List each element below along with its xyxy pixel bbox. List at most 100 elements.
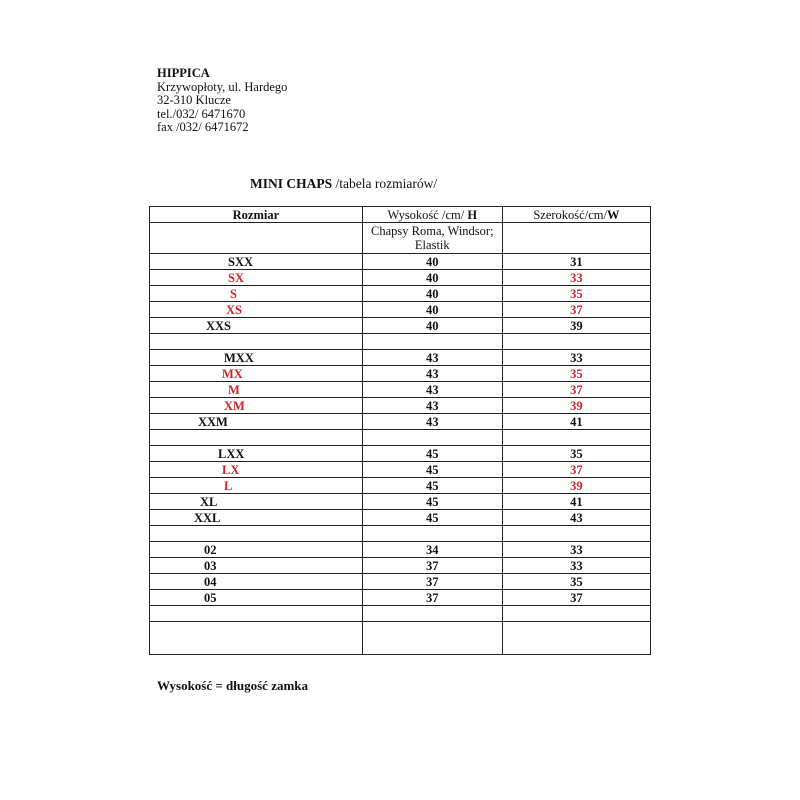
height-cell: 43 xyxy=(361,349,503,366)
table-row: 02 34 33 xyxy=(149,541,652,558)
table-row xyxy=(149,333,652,350)
table-row: XXM 43 41 xyxy=(149,413,652,430)
width-cell: 35 xyxy=(501,573,652,590)
company-address-street: Krzywopłoty, ul. Hardego xyxy=(157,79,288,94)
size-cell: XXS xyxy=(149,317,363,334)
width-cell: 39 xyxy=(501,477,652,494)
size-cell xyxy=(149,525,363,542)
width-cell: 37 xyxy=(501,461,652,478)
size-cell: XM xyxy=(149,397,363,414)
size-cell: M xyxy=(149,381,363,398)
height-cell: 40 xyxy=(361,301,503,318)
size-cell: LXX xyxy=(149,445,363,462)
height-cell xyxy=(361,605,503,622)
size-cell xyxy=(149,621,363,655)
width-cell: 41 xyxy=(501,493,652,510)
table-row: XS 40 37 xyxy=(149,301,652,318)
height-cell: 43 xyxy=(361,381,503,398)
height-cell: 43 xyxy=(361,413,503,430)
size-cell: XL xyxy=(149,493,363,510)
size-cell: MXX xyxy=(149,349,363,366)
company-phone: tel./032/ 6471670 xyxy=(157,106,246,121)
height-cell: 40 xyxy=(361,317,503,334)
company-address-city: 32-310 Klucze xyxy=(157,93,231,107)
table-row xyxy=(149,525,652,542)
width-cell: 33 xyxy=(501,557,652,574)
table-subheader-row: Chapsy Roma, Windsor; Elastik xyxy=(149,222,652,254)
height-cell: 45 xyxy=(361,493,503,510)
width-cell xyxy=(501,525,652,542)
width-cell: 37 xyxy=(501,589,652,606)
height-cell: 45 xyxy=(361,461,503,478)
subheader-empty xyxy=(501,222,652,254)
size-cell: 04 xyxy=(149,573,363,590)
size-cell: L xyxy=(149,477,363,494)
width-cell: 31 xyxy=(501,253,652,270)
width-cell xyxy=(501,621,652,655)
table-row xyxy=(149,621,652,655)
height-cell: 43 xyxy=(361,365,503,382)
height-cell: 45 xyxy=(361,477,503,494)
height-cell: 40 xyxy=(361,253,503,270)
height-cell: 43 xyxy=(361,397,503,414)
table-row: 03 37 33 xyxy=(149,557,652,574)
width-cell: 35 xyxy=(501,365,652,382)
size-cell xyxy=(149,333,363,350)
subheader-models: Chapsy Roma, Windsor; Elastik xyxy=(361,222,503,254)
table-row: L 45 39 xyxy=(149,477,652,494)
size-cell: S xyxy=(149,285,363,302)
header-width: Szerokość/cm/W xyxy=(501,206,652,223)
size-cell: MX xyxy=(149,365,363,382)
company-name: HIPPICA xyxy=(157,66,210,80)
company-header: HIPPICA Krzywopłoty, ul. Hardego 32-310 … xyxy=(157,66,288,135)
size-cell xyxy=(149,605,363,622)
height-cell: 34 xyxy=(361,541,503,558)
title-bold: MINI CHAPS xyxy=(250,176,333,191)
table-row: MX 43 35 xyxy=(149,365,652,382)
width-cell: 43 xyxy=(501,509,652,526)
footer-note: Wysokość = długość zamka xyxy=(157,678,309,693)
table-row: XXS 40 39 xyxy=(149,317,652,334)
size-cell: SX xyxy=(149,269,363,286)
width-cell: 41 xyxy=(501,413,652,430)
table-row: XL 45 41 xyxy=(149,493,652,510)
height-cell: 40 xyxy=(361,285,503,302)
width-cell: 33 xyxy=(501,349,652,366)
subheader-empty xyxy=(149,222,363,254)
header-height: Wysokość /cm/ H xyxy=(361,206,503,223)
size-cell xyxy=(149,429,363,446)
size-cell: SXX xyxy=(149,253,363,270)
width-cell: 33 xyxy=(501,269,652,286)
table-row: 05 37 37 xyxy=(149,589,652,606)
table-row: LX 45 37 xyxy=(149,461,652,478)
width-cell: 39 xyxy=(501,397,652,414)
size-cell: LX xyxy=(149,461,363,478)
table-row: XM 43 39 xyxy=(149,397,652,414)
table-row: LXX 45 35 xyxy=(149,445,652,462)
height-cell: 40 xyxy=(361,269,503,286)
table-header-row: Rozmiar Wysokość /cm/ H Szerokość/cm/W xyxy=(149,206,652,223)
height-cell: 37 xyxy=(361,557,503,574)
table-row xyxy=(149,605,652,622)
header-size: Rozmiar xyxy=(149,206,363,223)
height-cell xyxy=(361,621,503,655)
size-table: Rozmiar Wysokość /cm/ H Szerokość/cm/W C… xyxy=(149,206,652,655)
width-cell xyxy=(501,333,652,350)
table-row: SXX 40 31 xyxy=(149,253,652,270)
table-row: 04 37 35 xyxy=(149,573,652,590)
company-fax: fax /032/ 6471672 xyxy=(157,120,249,134)
width-cell: 35 xyxy=(501,445,652,462)
height-cell xyxy=(361,525,503,542)
size-cell: 05 xyxy=(149,589,363,606)
height-cell: 45 xyxy=(361,445,503,462)
table-row: XXL 45 43 xyxy=(149,509,652,526)
height-cell: 37 xyxy=(361,573,503,590)
width-cell xyxy=(501,605,652,622)
table-row: S 40 35 xyxy=(149,285,652,302)
table-row: SX 40 33 xyxy=(149,269,652,286)
height-cell xyxy=(361,429,503,446)
size-cell: 03 xyxy=(149,557,363,574)
size-cell: XS xyxy=(149,301,363,318)
height-cell: 37 xyxy=(361,589,503,606)
width-cell: 39 xyxy=(501,317,652,334)
